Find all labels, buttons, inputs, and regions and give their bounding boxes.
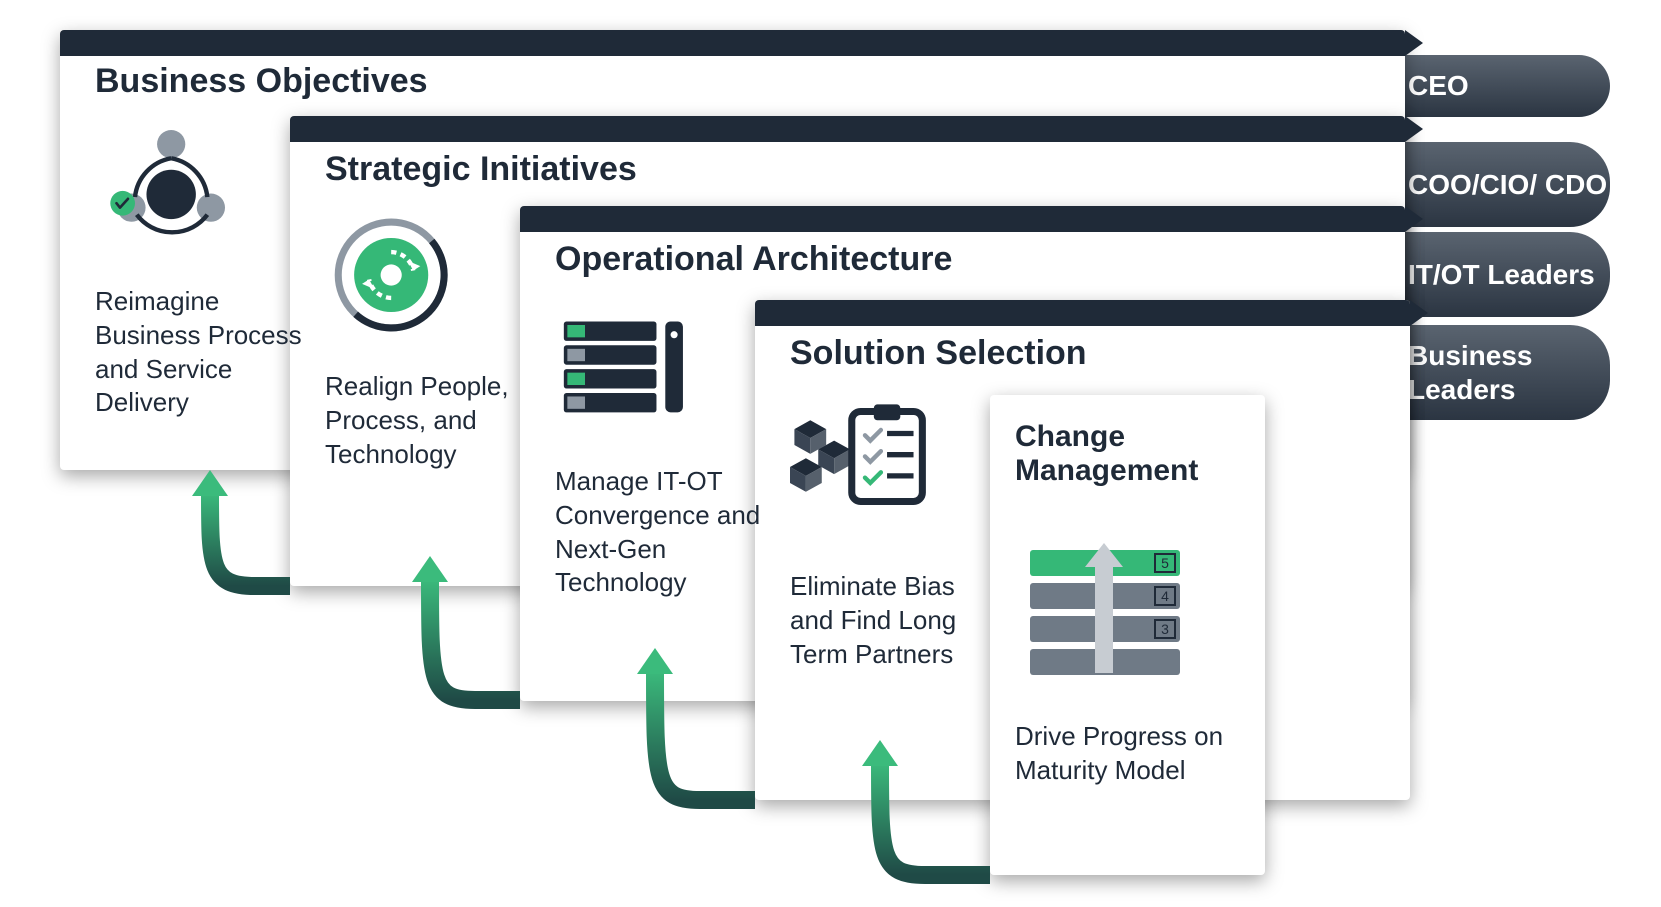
tier-description: Realign People, Process, and Technology xyxy=(325,370,515,471)
tier-title: Solution Selection xyxy=(790,334,1087,373)
role-tab-label: Business Leaders xyxy=(1408,339,1610,406)
role-tab-label: IT/OT Leaders xyxy=(1408,258,1595,292)
business-objectives-icon xyxy=(105,115,255,265)
change-management-icon xyxy=(1015,520,1185,690)
tier-title: Change Management xyxy=(1015,420,1245,488)
role-tab-label: COO/CIO/ CDO xyxy=(1408,168,1607,202)
feedback-arrow xyxy=(430,578,520,700)
arrow-right-icon xyxy=(1410,300,1428,326)
feedback-arrow xyxy=(210,492,290,586)
tier-description: Drive Progress on Maturity Model xyxy=(1015,720,1225,788)
solution-selection-icon xyxy=(790,385,940,535)
tier-description: Eliminate Bias and Find Long Term Partne… xyxy=(790,570,990,671)
tier-header-bar xyxy=(520,206,1405,232)
tier-title: Operational Architecture xyxy=(555,240,952,279)
tier-header-bar xyxy=(290,116,1405,142)
role-tab-label: CEO xyxy=(1408,69,1469,103)
tier-header-bar xyxy=(60,30,1405,56)
diagram-stage: CEO COO/CIO/ CDO IT/OT Leaders Business Lea… xyxy=(0,0,1661,907)
arrow-right-icon xyxy=(1405,206,1423,232)
strategic-initiatives-icon xyxy=(325,200,475,350)
arrow-right-icon xyxy=(1405,116,1423,142)
arrow-right-icon xyxy=(1405,30,1423,56)
tier-description: Manage IT-OT Convergence and Next-Gen Te… xyxy=(555,465,770,600)
tier-title: Business Objectives xyxy=(95,62,428,101)
tier-header-bar xyxy=(755,300,1410,326)
tier-title: Strategic Initiatives xyxy=(325,150,637,189)
tier-description: Reimagine Business Process and Service D… xyxy=(95,285,315,420)
operational-architecture-icon xyxy=(555,295,705,445)
feedback-arrow-head-icon xyxy=(192,470,228,496)
